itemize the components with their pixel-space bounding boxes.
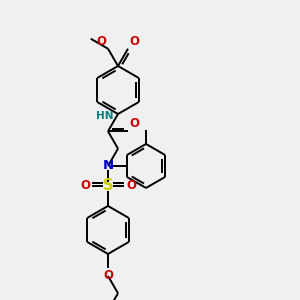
- Text: S: S: [103, 178, 113, 194]
- Text: O: O: [129, 35, 139, 48]
- Text: N: N: [102, 160, 114, 172]
- Text: HN: HN: [96, 111, 114, 121]
- Text: O: O: [96, 35, 106, 48]
- Text: O: O: [80, 179, 90, 193]
- Text: O: O: [126, 179, 136, 193]
- Text: O: O: [103, 269, 113, 282]
- Text: O: O: [129, 117, 139, 130]
